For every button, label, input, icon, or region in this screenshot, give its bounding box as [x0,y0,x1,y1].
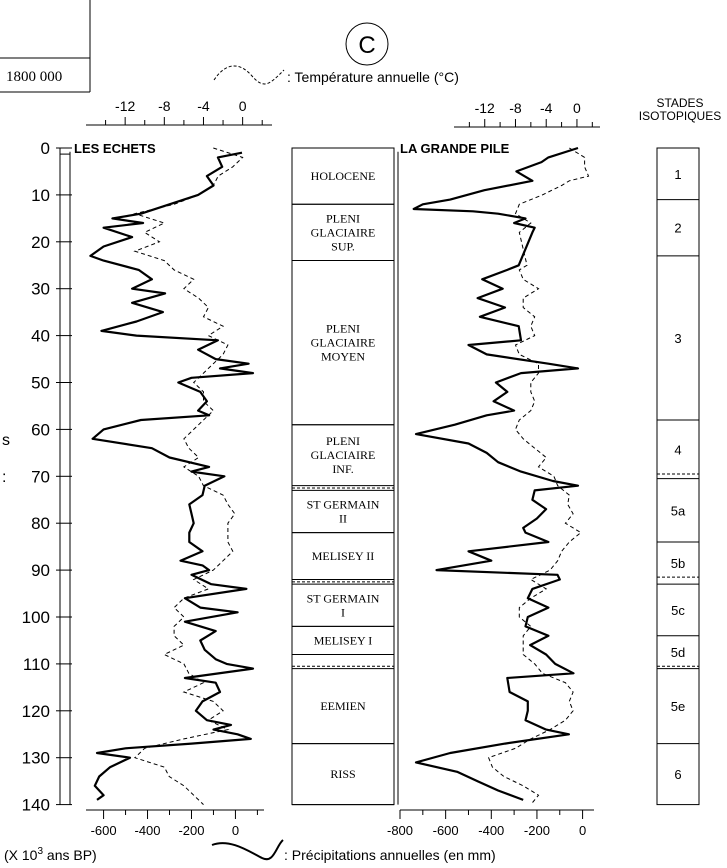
depth-tick-label: 90 [31,561,50,580]
isotope-stage-label: 4 [674,442,681,457]
precipitation-legend-label: : Précipitations annuelles (en mm) [284,847,496,863]
left-edge-glyph-2: : [2,469,6,486]
stratigraphy-label: MELISEY I [314,633,373,647]
depth-tick-label: 80 [31,514,50,533]
depth-tick-label: 70 [31,467,50,486]
y-axis-unit-label: (X 103 ans BP) [4,846,97,863]
precipitation-tick-label: -600 [91,823,117,838]
precipitation-tick-label: 0 [579,823,586,838]
depth-tick-label: 120 [22,702,50,721]
precipitation-tick-label: -200 [178,823,204,838]
isotope-stage-label: 5c [671,603,685,618]
precipitation-tick-label: -200 [524,823,550,838]
panel-letter: C [358,32,375,59]
stratigraphy-frame [291,147,395,806]
temperature-tick-label: -12 [475,100,495,116]
temperature-tick-label: -8 [509,100,522,116]
left-edge-glyph-1: s [2,432,10,449]
temperature-tick-label: -8 [158,98,171,114]
les-echets-panel: LES ECHETS -12 -8 -4 0 -600 -400 -200 0 [60,98,272,838]
depth-tick-label: 40 [31,327,50,346]
stratigraphy-label: RISS [330,767,355,781]
stratigraphy-label: EEMIEN [320,699,366,713]
stratigraphy-label: MELISEY II [312,549,375,563]
temperature-legend: : Température annuelle (°C) [213,65,459,85]
precipitation-legend: : Précipitations annuelles (en mm) [211,839,496,863]
stratigraphy-label: PLENI GLACIAIRE INF. [311,434,376,476]
isotope-stage-label: 5d [671,645,685,660]
grande-pile-panel: LA GRANDE PILE -12 -8 -4 0 -800 -600 -400 -200 0 [387,100,600,838]
depth-tick-label: 50 [31,374,50,393]
temperature-curve [133,147,244,805]
precipitation-tick-label: -400 [478,823,504,838]
depth-tick-label: 60 [31,420,50,439]
depth-tick-label: 20 [31,233,50,252]
precipitation-curve [89,151,255,801]
temperature-tick-label: 0 [239,98,247,114]
isotope-stage-frame [656,147,700,806]
temperature-legend-label: : Température annuelle (°C) [287,69,459,85]
isotope-stage-label: 3 [674,331,681,346]
precipitation-tick-label: -400 [135,823,161,838]
depth-tick-label: 110 [23,655,50,674]
precipitation-tick-label: -600 [433,823,459,838]
panel-letter-badge: C [345,22,389,66]
stratigraphy-label: PLENI GLACIAIRE MOYEN [311,322,376,364]
isotope-stage-label: 2 [674,221,681,236]
precipitation-tick-label: -800 [387,823,413,838]
temperature-legend-swatch [213,65,285,85]
depth-axis: 0 10 20 30 40 50 60 70 80 90 100 110 120 130 140 [22,139,72,815]
stratigraphy-label: ST GERMAIN II [307,497,380,525]
precipitation-curve [412,146,580,801]
panel-title: LES ECHETS [74,141,156,156]
isotope-stage-label: 1 [674,167,681,182]
temperature-tick-label: -4 [540,100,553,116]
precipitation-legend-swatch [211,839,284,861]
depth-tick-label: 130 [22,749,50,768]
stratigraphy-label: HOLOCENE [311,169,376,183]
corner-box: 1800 000 [0,0,91,93]
temperature-tick-label: 0 [573,100,581,116]
isotope-stage-title: STADES ISOTOPIQUES [639,96,721,123]
isotope-stage-label: 6 [674,767,681,782]
stratigraphy-column: HOLOCENE PLENI GLACIAIRE SUP. PLENI GLACIAIRE… [291,147,395,806]
corner-number: 1800 000 [6,69,62,85]
isotope-stage-label: 5e [671,699,685,714]
isotope-stage-column: STADES ISOTOPIQUES 1 2 3 4 5a 5b 5c 5d 5e 6 [639,96,721,806]
depth-tick-label: 0 [41,139,50,158]
temperature-tick-label: -4 [197,98,210,114]
temperature-tick-label: -12 [115,98,135,114]
isotope-stage-label: 5a [671,503,686,518]
stratigraphy-label: ST GERMAIN I [307,591,380,619]
depth-tick-label: 10 [31,186,50,205]
isotope-stage-label: 5b [671,556,685,571]
precipitation-tick-label: 0 [232,823,239,838]
depth-tick-label: 30 [31,280,50,299]
stratigraphy-label: PLENI GLACIAIRE SUP. [311,211,376,253]
depth-tick-label: 100 [22,608,50,627]
panel-title: LA GRANDE PILE [400,141,510,156]
depth-tick-label: 140 [22,796,50,815]
